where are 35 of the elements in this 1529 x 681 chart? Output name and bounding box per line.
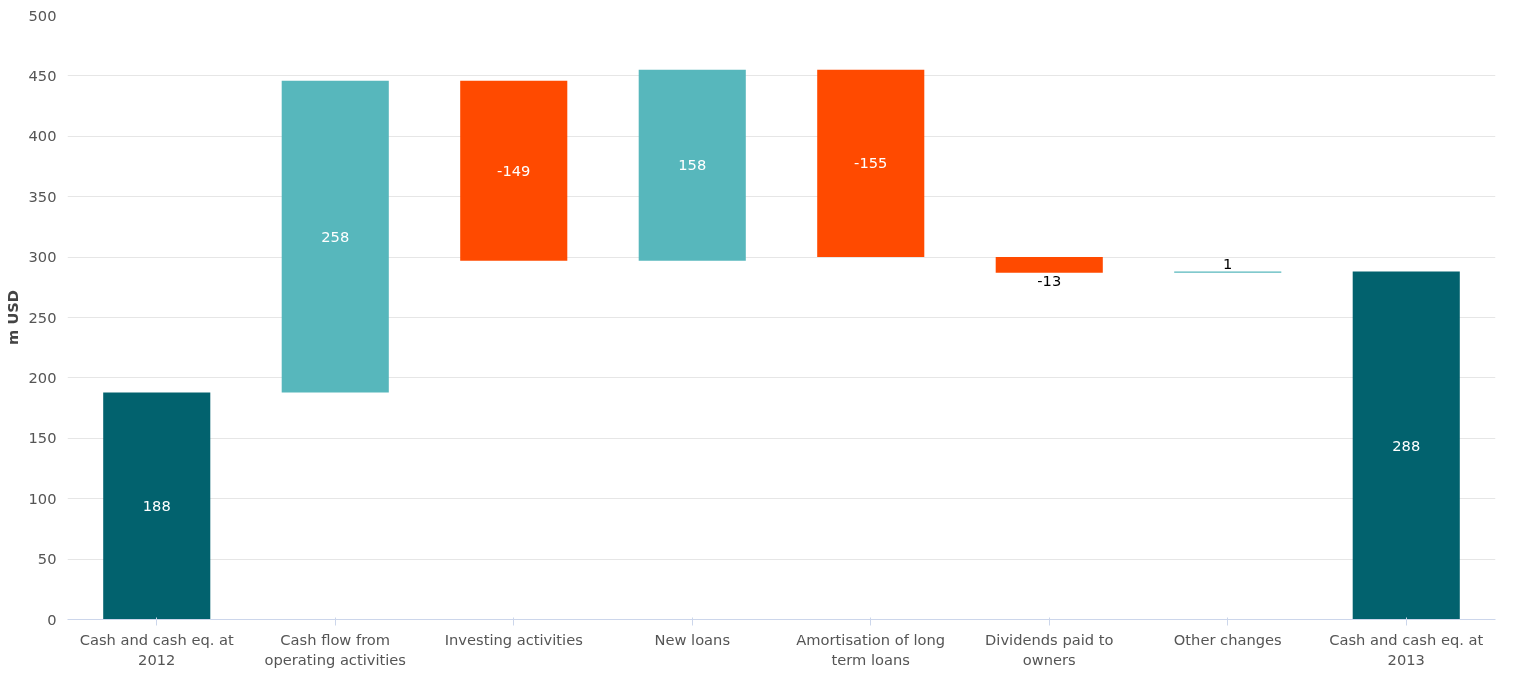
- data-label: 1: [1223, 255, 1233, 273]
- bar: [460, 80, 568, 261]
- y-tick-label: 0: [47, 610, 57, 628]
- y-tick-label: 450: [28, 66, 57, 84]
- bar: [1352, 271, 1460, 620]
- y-tick-label: 50: [37, 550, 57, 568]
- data-label: 158: [678, 156, 707, 174]
- bar: [281, 80, 389, 393]
- y-axis-title: m USD: [3, 290, 21, 345]
- data-label: 258: [321, 227, 350, 245]
- y-tick-label: 500: [28, 6, 57, 24]
- y-tick-label: 100: [28, 489, 57, 507]
- x-tick-label: New loans: [654, 630, 731, 648]
- data-label: -155: [854, 154, 888, 172]
- bar: [638, 69, 746, 261]
- y-tick-label: 150: [28, 429, 57, 447]
- x-tick-label: Cash flow from operating activities: [264, 630, 406, 668]
- data-label: -149: [497, 161, 531, 179]
- y-tick-label: 400: [28, 127, 57, 145]
- x-tick-label: Other changes: [1173, 630, 1282, 648]
- data-label: -13: [1037, 272, 1062, 290]
- y-tick-label: 200: [28, 368, 57, 386]
- data-label: 188: [142, 496, 171, 514]
- x-tick-label: Dividends paid to owners: [985, 630, 1114, 668]
- y-tick-label: 350: [28, 187, 57, 205]
- x-tick-label: Cash and cash eq. at 2013: [1329, 630, 1484, 668]
- x-tick-label: Investing activities: [444, 630, 583, 648]
- bar: [995, 257, 1103, 273]
- y-tick-label: 300: [28, 248, 57, 266]
- x-tick-label: Cash and cash eq. at 2012: [79, 630, 235, 668]
- x-tick-label: Amortisation of long term loans: [796, 630, 946, 668]
- y-tick-label: 250: [28, 308, 57, 326]
- bar: [103, 392, 211, 620]
- data-label: 288: [1392, 436, 1421, 454]
- bar: [817, 69, 925, 258]
